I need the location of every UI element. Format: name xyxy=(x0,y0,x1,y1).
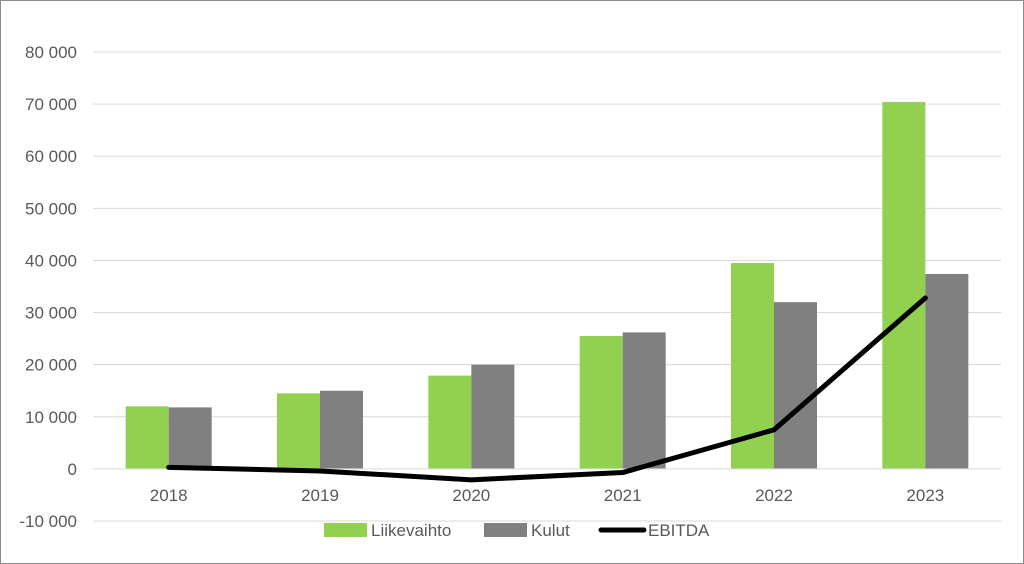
bars xyxy=(125,102,969,469)
legend-label: EBITDA xyxy=(648,521,710,540)
gridlines xyxy=(93,51,1001,522)
bar-kulut-2023 xyxy=(925,273,969,469)
legend-label: Kulut xyxy=(531,521,570,540)
x-axis-tick-labels: 2018 2019 2020 2021 2022 2023 xyxy=(150,486,944,505)
bar-kulut-2019 xyxy=(320,390,363,469)
ebitda-line-layer xyxy=(166,295,928,483)
bar-kulut-2022 xyxy=(774,302,817,469)
y-tick-label: 20 000 xyxy=(25,356,77,375)
x-tick-label: 2020 xyxy=(452,486,490,505)
legend-swatch-kulut xyxy=(484,523,527,537)
y-tick-label: 40 000 xyxy=(25,251,77,270)
bar-kulut-2020 xyxy=(471,364,515,469)
y-axis-tick-labels: -10 000 0 10 000 20 000 30 000 40 000 50 000 60… xyxy=(19,43,77,531)
x-tick-label: 2018 xyxy=(150,486,188,505)
x-tick-label: 2019 xyxy=(301,486,339,505)
bar-kulut-2018 xyxy=(168,407,212,469)
y-tick-label: 70 000 xyxy=(25,95,77,114)
bar-liikevaihto-2023 xyxy=(882,102,926,469)
y-tick-label: 50 000 xyxy=(25,199,77,218)
y-tick-label: 30 000 xyxy=(25,304,77,323)
y-tick-label: 60 000 xyxy=(25,147,77,166)
legend-swatch-liikevaihto xyxy=(324,523,367,537)
y-tick-label: 10 000 xyxy=(25,408,77,427)
bar-liikevaihto-2019 xyxy=(277,393,320,469)
x-tick-label: 2021 xyxy=(604,486,642,505)
x-tick-label: 2023 xyxy=(906,486,944,505)
x-tick-label: 2022 xyxy=(755,486,793,505)
bar-kulut-2021 xyxy=(622,332,666,469)
bar-liikevaihto-2018 xyxy=(125,406,169,469)
legend: Liikevaihto Kulut EBITDA xyxy=(324,521,710,540)
y-tick-label: 80 000 xyxy=(25,43,77,62)
bar-liikevaihto-2020 xyxy=(428,375,472,469)
line-ebitda xyxy=(166,295,928,483)
y-tick-label: 0 xyxy=(68,460,77,479)
y-tick-label: -10 000 xyxy=(19,512,77,531)
legend-label: Liikevaihto xyxy=(371,521,451,540)
bar-liikevaihto-2021 xyxy=(579,336,623,469)
